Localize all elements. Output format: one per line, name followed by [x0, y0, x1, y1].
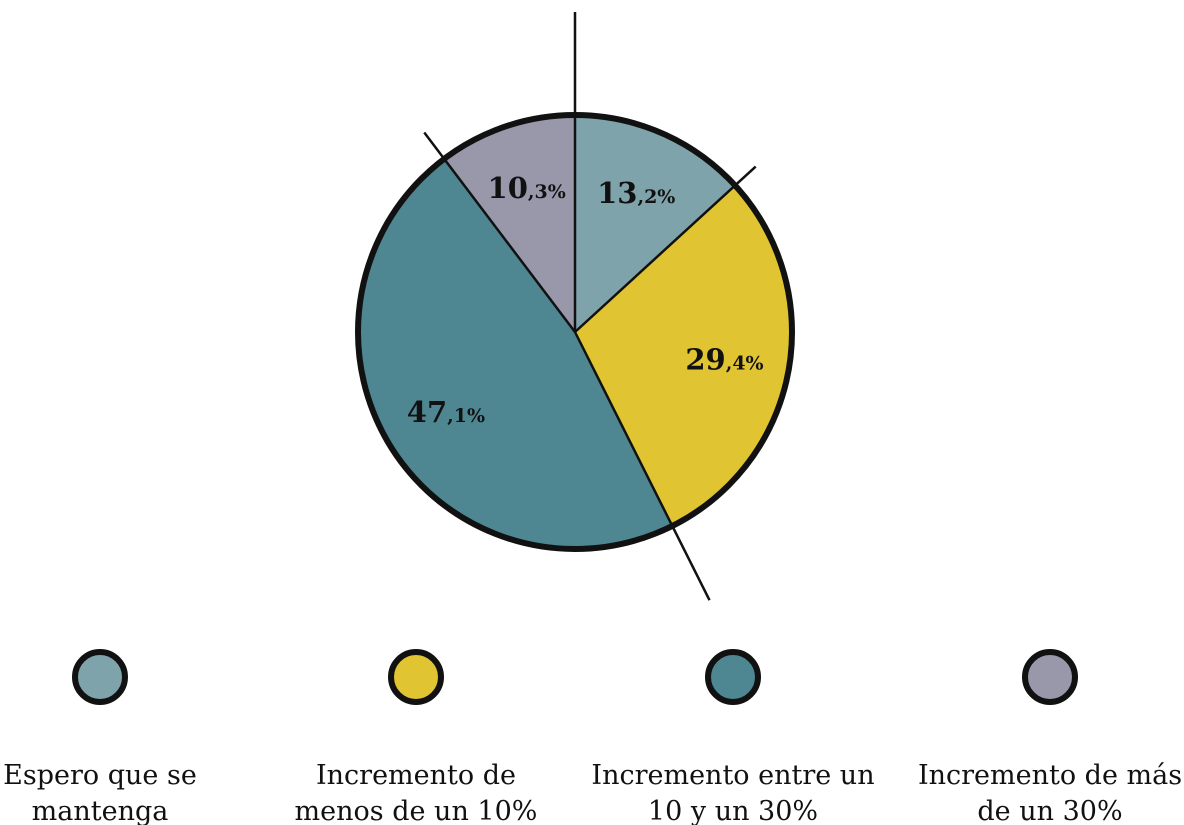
slice-label-incremento-de-mas-de-un-30: 10,3% — [488, 171, 566, 205]
legend-label: Incremento de menos de un 10% — [295, 760, 538, 825]
pie-slices — [358, 115, 792, 549]
legend-item-incremento-de-mas-de-un-30: Incremento de más de un 30% — [918, 649, 1182, 825]
legend-label: Espero que se mantenga — [3, 760, 197, 825]
slice-separator-line — [423, 131, 576, 333]
pie-outline — [355, 112, 795, 552]
legend-marker — [72, 649, 128, 705]
legend-marker — [1022, 649, 1078, 705]
pie-slice-espero-que-se-mantenga — [575, 115, 736, 332]
slice-labels: 13,2% 29,4% 47,1% 10,3% — [407, 171, 764, 429]
legend-marker — [705, 649, 761, 705]
legend-label-line: 10 y un 30% — [648, 796, 818, 825]
legend-label-line: Incremento de — [316, 760, 516, 791]
pie-slice-incremento-de-menos-de-un-10 — [575, 185, 792, 526]
legend-label: Incremento entre un 10 y un 30% — [591, 760, 874, 825]
legend-label-line: de un 30% — [977, 796, 1122, 825]
slice-label-decimal: ,3% — [528, 181, 566, 203]
legend: Espero que se mantenga Incremento de menos … — [3, 649, 1182, 825]
slice-separator-line — [573, 331, 711, 601]
slice-label-decimal: ,4% — [726, 353, 764, 375]
slice-label-integer: 13 — [597, 176, 637, 210]
slice-label-decimal: ,2% — [637, 186, 675, 208]
slice-label-integer: 10 — [488, 171, 528, 205]
legend-label-line: Incremento de más — [918, 760, 1182, 791]
legend-item-incremento-de-menos-de-un-10: Incremento de menos de un 10% — [295, 649, 538, 825]
slice-label-integer: 29 — [685, 343, 725, 377]
legend-marker — [388, 649, 444, 705]
legend-label-line: menos de un 10% — [295, 796, 538, 825]
legend-label-line: mantenga — [32, 796, 169, 825]
legend-label: Incremento de más de un 30% — [918, 760, 1182, 825]
pie-slice-incremento-de-mas-de-un-30 — [444, 115, 575, 332]
slice-label-incremento-entre-un-10-y-un-30: 47,1% — [407, 395, 485, 429]
legend-label-line: Espero que se — [3, 760, 197, 791]
legend-item-espero-que-se-mantenga: Espero que se mantenga — [3, 649, 197, 825]
legend-item-incremento-entre-un-10-y-un-30: Incremento entre un 10 y un 30% — [591, 649, 875, 825]
slice-label-espero-que-se-mantenga: 13,2% — [597, 176, 675, 210]
slice-separators — [423, 12, 757, 601]
pie-slice-incremento-entre-un-10-y-un-30 — [358, 158, 673, 549]
slice-label-decimal: ,1% — [447, 405, 485, 427]
slice-separator-line — [574, 165, 757, 333]
slice-label-incremento-de-menos-de-un-10: 29,4% — [685, 343, 763, 377]
slice-label-integer: 47 — [407, 395, 447, 429]
legend-label-line: Incremento entre un — [591, 760, 874, 791]
pie-outline-group — [355, 112, 795, 552]
